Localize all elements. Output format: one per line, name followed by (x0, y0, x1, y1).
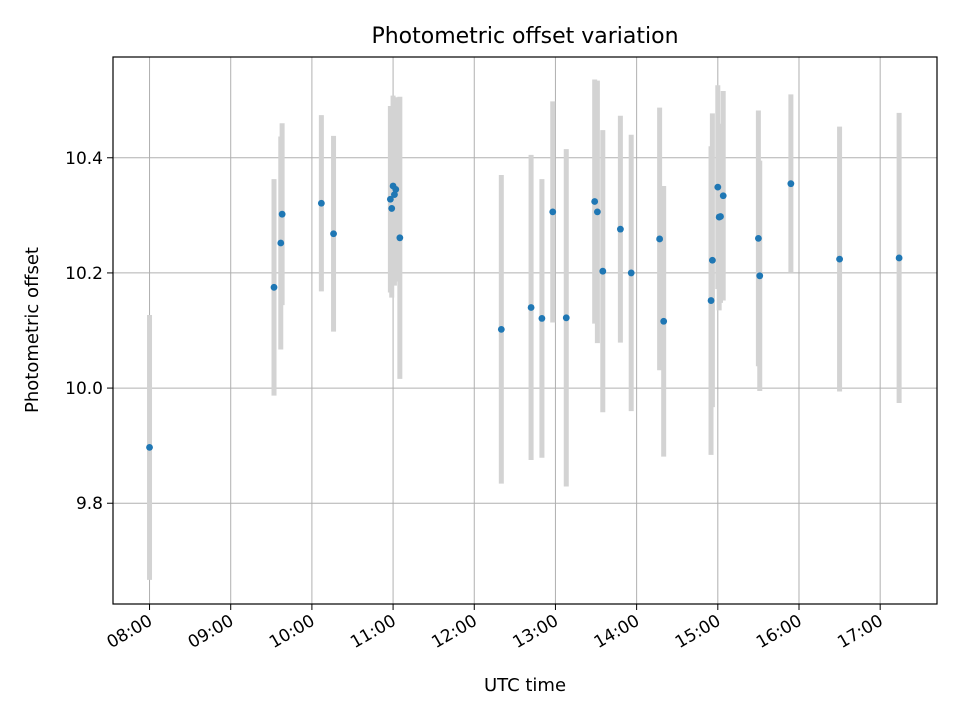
y-tick-label: 10.4 (65, 149, 103, 169)
x-axis-label: UTC time (484, 675, 566, 696)
data-point (396, 234, 404, 242)
plot-frame (112, 56, 938, 605)
data-points (146, 180, 903, 451)
data-point (386, 195, 394, 203)
data-point (707, 297, 715, 304)
data-point (497, 325, 505, 333)
data-point (330, 230, 337, 238)
data-point (538, 315, 546, 322)
data-point (895, 254, 903, 262)
data-point (660, 317, 668, 325)
data-point (277, 239, 285, 247)
data-point (708, 256, 716, 264)
data-point (391, 191, 398, 199)
data-point (616, 225, 624, 233)
data-point (593, 208, 601, 216)
data-point (599, 267, 607, 275)
y-axis: 9.8 10.0 10.2 10.4 (65, 149, 113, 514)
y-tick-label: 10.0 (65, 379, 103, 399)
data-point (591, 198, 599, 205)
data-point (719, 192, 727, 200)
data-point (392, 186, 400, 193)
y-axis-label: Photometric offset (22, 247, 43, 413)
y-tick-label: 10.2 (65, 264, 103, 284)
data-point (527, 304, 535, 311)
data-point (278, 210, 286, 218)
y-tick-label: 9.8 (76, 494, 103, 514)
data-point (562, 314, 570, 322)
data-point (146, 443, 153, 451)
data-point (388, 205, 396, 212)
data-point (627, 269, 635, 277)
data-point (656, 235, 664, 243)
data-point (714, 183, 722, 191)
data-point (717, 213, 724, 220)
data-point (787, 180, 795, 188)
data-point (756, 272, 764, 280)
data-point (317, 199, 325, 207)
data-point (754, 234, 762, 242)
chart-title: Photometric offset variation (371, 24, 678, 49)
data-point (549, 208, 557, 216)
data-point (270, 283, 278, 291)
data-point (836, 255, 843, 263)
